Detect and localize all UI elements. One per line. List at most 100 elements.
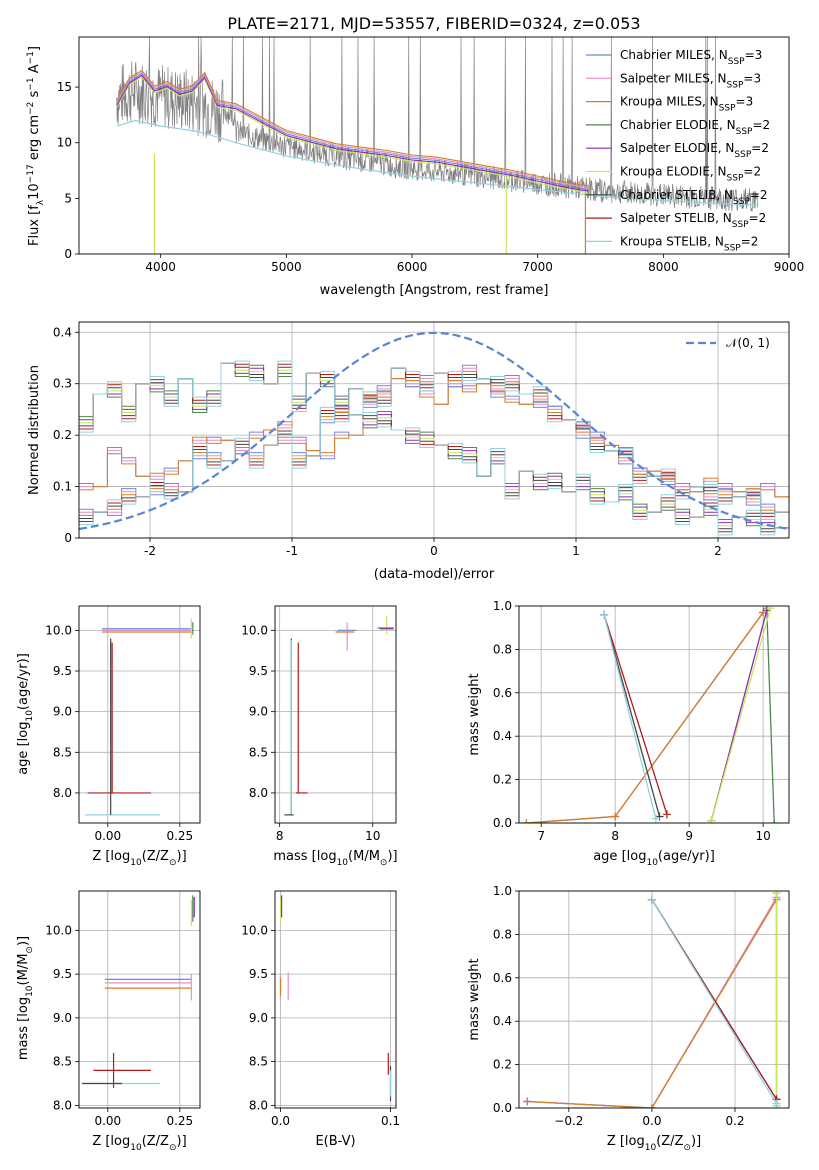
legend-entry: Chabrier STELIB, NSSP=2 bbox=[620, 188, 768, 207]
axes-frame bbox=[78, 36, 790, 255]
x-tick-label: 0 bbox=[430, 544, 438, 558]
x-tick-label: 0.2 bbox=[725, 1114, 744, 1128]
y-axis-label: mass weight bbox=[467, 958, 482, 1040]
clipped-group bbox=[284, 615, 394, 816]
plot-area bbox=[275, 606, 396, 823]
y-tick-label: 5 bbox=[64, 191, 72, 205]
histogram-step bbox=[79, 367, 789, 526]
y-axis-label: age [log10(age/yr)] bbox=[16, 653, 35, 775]
x-axis-label: E(B-V) bbox=[315, 1134, 355, 1149]
y-tick-label: 0.4 bbox=[493, 1014, 512, 1028]
weight-line bbox=[651, 899, 778, 1105]
legend-entry: Salpeter STELIB, NSSP=2 bbox=[620, 211, 766, 230]
weight-line bbox=[710, 608, 772, 821]
weight-line bbox=[766, 608, 775, 823]
weight-line bbox=[603, 614, 661, 817]
y-tick-label: 8.0 bbox=[249, 786, 268, 800]
axes-frame bbox=[274, 890, 397, 1109]
weight-marker bbox=[707, 816, 716, 823]
y-tick-label: 10 bbox=[57, 136, 72, 150]
clipped-group bbox=[79, 331, 789, 536]
x-tick-label: 10 bbox=[755, 829, 770, 843]
weight-marker bbox=[766, 606, 775, 613]
model-spectrum bbox=[116, 76, 588, 194]
x-tick-label: 9 bbox=[685, 829, 693, 843]
y-tick-label: 1.0 bbox=[493, 884, 512, 898]
y-tick-label: 8.5 bbox=[249, 1055, 268, 1069]
x-axis-label: Z [log10(Z/Z⊙)] bbox=[92, 849, 186, 868]
y-tick-label: 10.0 bbox=[241, 923, 268, 937]
y-tick-label: 8.5 bbox=[53, 745, 72, 759]
axes-frame bbox=[518, 605, 790, 824]
weight-marker bbox=[523, 1097, 532, 1106]
x-tick-label: 0.25 bbox=[166, 1114, 193, 1128]
y-tick-label: 0 bbox=[64, 531, 72, 545]
x-tick-label: 0.00 bbox=[94, 829, 121, 843]
mass-vs-ebv-panel: 0.0 0.1 8.0 8.5 9.0 9.5 10.0 E(B-V) bbox=[241, 890, 400, 1149]
y-tick-label: 10.0 bbox=[241, 623, 268, 637]
normal-curve bbox=[79, 331, 789, 531]
y-tick-label: 9.5 bbox=[249, 664, 268, 678]
y-tick-label: 8.0 bbox=[53, 786, 72, 800]
x-tick-label: 7 bbox=[537, 829, 545, 843]
y-tick-label: 9.0 bbox=[53, 705, 72, 719]
y-tick-label: 0.3 bbox=[53, 377, 72, 391]
x-axis-label: (data-model)/error bbox=[374, 567, 495, 582]
x-tick-label: 5000 bbox=[271, 260, 302, 274]
y-tick-label: 0.2 bbox=[53, 428, 72, 442]
legend-entry: Kroupa ELODIE, NSSP=2 bbox=[620, 165, 761, 184]
legend-entry: Chabrier MILES, NSSP=3 bbox=[620, 48, 762, 67]
legend-entry: Kroupa MILES, NSSP=3 bbox=[620, 95, 753, 114]
y-tick-label: 8.0 bbox=[249, 1098, 268, 1112]
y-tick-label: 9.5 bbox=[53, 967, 72, 981]
weight-marker bbox=[522, 819, 531, 823]
age-vs-metallicity-panel: 0.00 0.25 8.0 8.5 9.0 9.5 10.0 Z [log10(Z/Z⊙)] a… bbox=[16, 605, 201, 868]
x-axis-label: Z [log10(Z/Z⊙)] bbox=[92, 1134, 186, 1153]
y-tick-label: 0.4 bbox=[53, 325, 72, 339]
stelib-model bbox=[116, 119, 758, 206]
weight-vs-age-panel: 7 8 9 10 0.0 0.2 0.4 0.6 0.8 1.0 age [log10(age/yr… bbox=[467, 599, 790, 868]
spectrum-panel: 4000 5000 6000 7000 8000 9000 0 5 10 15 wavelength… bbox=[26, 36, 805, 298]
y-tick-label: 8.5 bbox=[249, 745, 268, 759]
x-tick-label: 7000 bbox=[522, 260, 553, 274]
figure-title: PLATE=2171, MJD=53557, FIBERID=0324, z=0… bbox=[227, 14, 640, 33]
axes-frame bbox=[274, 605, 397, 824]
weight-marker bbox=[772, 891, 781, 898]
x-tick-label: 0.00 bbox=[94, 1114, 121, 1128]
weight-marker bbox=[651, 814, 660, 823]
legend-entry: Kroupa STELIB, NSSP=2 bbox=[620, 234, 758, 253]
y-tick-label: 0.4 bbox=[493, 729, 512, 743]
y-tick-label: 8.0 bbox=[53, 1098, 72, 1112]
model-spectrum bbox=[116, 74, 588, 192]
x-axis-label: age [log10(age/yr)] bbox=[593, 849, 715, 868]
weight-marker bbox=[611, 812, 620, 821]
weight-line bbox=[527, 899, 778, 1108]
clipped-group bbox=[81, 895, 195, 1088]
plot-area bbox=[519, 606, 789, 823]
axes-frame bbox=[518, 890, 790, 1109]
y-axis-label: Normed distribution bbox=[27, 365, 42, 495]
histogram-step bbox=[79, 360, 789, 536]
y-tick-label: 0.2 bbox=[493, 773, 512, 787]
x-tick-label: 0.1 bbox=[381, 1114, 400, 1128]
x-tick-label: -1 bbox=[286, 544, 298, 558]
x-axis-label: Z [log10(Z/Z⊙)] bbox=[607, 1134, 701, 1153]
x-tick-label: 0.0 bbox=[642, 1114, 661, 1128]
y-axis-label: Flux [fλ10−17 erg cm−2 s−1 A−1] bbox=[26, 46, 46, 246]
y-tick-label: 0.0 bbox=[493, 1101, 512, 1115]
y-tick-label: 10.0 bbox=[45, 923, 72, 937]
x-tick-label: -2 bbox=[144, 544, 156, 558]
x-axis-label: mass [log10(M/M⊙)] bbox=[273, 849, 397, 868]
y-tick-label: 9.5 bbox=[53, 664, 72, 678]
y-tick-label: 0 bbox=[64, 247, 72, 261]
y-tick-label: 9.0 bbox=[53, 1011, 72, 1025]
x-tick-label: 2 bbox=[714, 544, 722, 558]
x-tick-label: 9000 bbox=[774, 260, 805, 274]
x-tick-label: 0.25 bbox=[166, 829, 193, 843]
residual-histogram-panel: -2 -1 0 1 2 0 0.1 0.2 0.3 0.4 (data-model)/error No… bbox=[27, 321, 790, 582]
mass-vs-metallicity-panel: 0.00 0.25 8.0 8.5 9.0 9.5 10.0 Z [log10(Z/Z⊙)] m… bbox=[16, 890, 201, 1153]
histogram-step bbox=[79, 362, 789, 530]
plot-area bbox=[519, 891, 789, 1108]
y-tick-label: 9.5 bbox=[249, 967, 268, 981]
weight-line bbox=[603, 614, 668, 815]
